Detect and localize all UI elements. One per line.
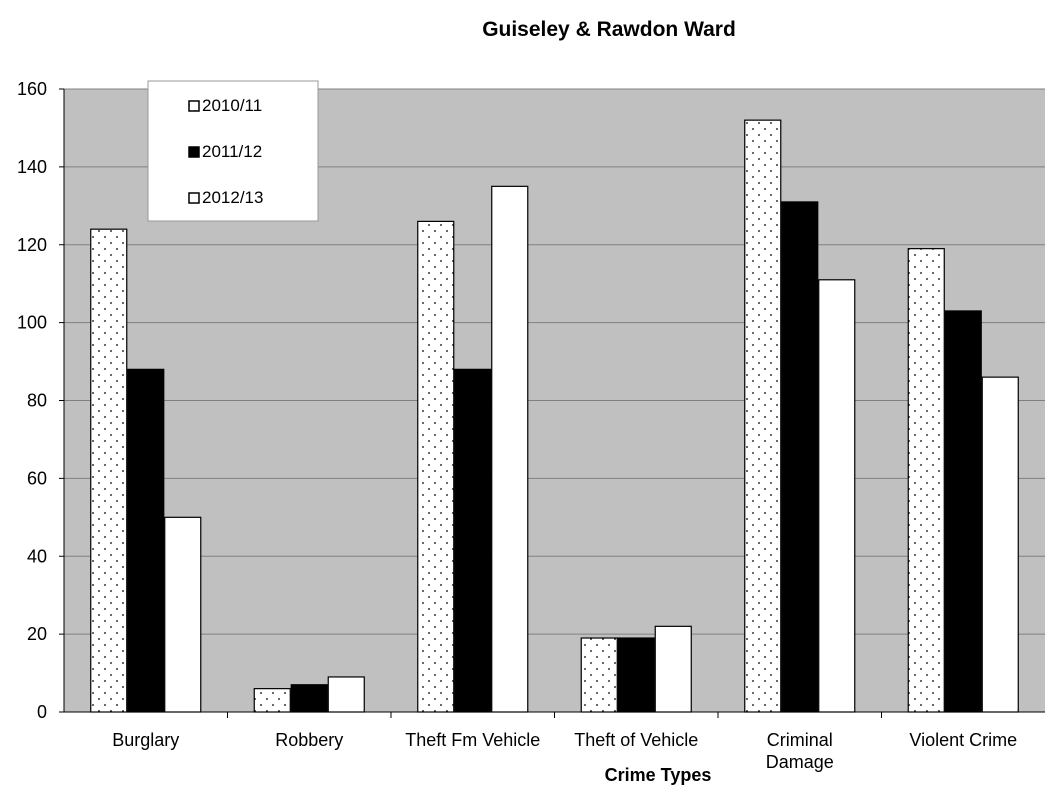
bar-2011-12-3	[617, 637, 655, 713]
bar-2011-12-2	[454, 368, 492, 713]
bar-2010-11-5	[907, 248, 945, 713]
bar-2012-13-4	[818, 279, 856, 713]
legend-box	[147, 80, 319, 222]
bar-2012-13-5	[981, 376, 1019, 713]
bar-2011-12-1	[290, 684, 328, 713]
bar-2012-13-3	[654, 625, 692, 713]
bar-2011-12-4	[781, 201, 819, 713]
x-category-label: Theft Fm Vehicle	[405, 730, 540, 750]
bar-2012-13-0	[164, 516, 202, 713]
bar-2010-11-0	[90, 228, 128, 713]
bar-2011-12-0	[127, 368, 165, 713]
bar-2010-11-3	[580, 637, 618, 713]
x-category-label: Violent Crime	[909, 730, 1017, 750]
x-category-label: Damage	[766, 752, 834, 772]
y-tick-label: 80	[27, 391, 47, 411]
y-tick-label: 40	[27, 546, 47, 566]
bar-2010-11-4	[744, 119, 782, 713]
y-tick-label: 160	[17, 79, 47, 99]
y-tick-label: 140	[17, 157, 47, 177]
legend-label-3: 2012/13	[202, 188, 263, 207]
y-tick-label: 120	[17, 235, 47, 255]
x-category-label: Theft of Vehicle	[574, 730, 698, 750]
legend: 2010/11 2011/12 2012/13	[147, 80, 319, 222]
legend-label-2: 2011/12	[202, 142, 262, 161]
y-tick-label: 0	[37, 702, 47, 722]
y-tick-label: 60	[27, 468, 47, 488]
legend-swatch-2	[188, 146, 200, 158]
bar-2010-11-2	[417, 220, 455, 713]
x-category-label: Robbery	[275, 730, 343, 750]
bar-2010-11-1	[253, 688, 291, 713]
x-category-label: Burglary	[112, 730, 179, 750]
x-axis-label: Crime Types	[605, 765, 712, 785]
chart-title: Guiseley & Rawdon Ward	[482, 18, 736, 41]
bar-2012-13-1	[327, 676, 365, 713]
legend-swatch-1	[188, 100, 200, 112]
bar-2012-13-2	[491, 185, 529, 713]
y-tick-label: 100	[17, 313, 47, 333]
y-tick-label: 20	[27, 624, 47, 644]
legend-swatch-3	[188, 192, 200, 204]
bar-2011-12-5	[944, 310, 982, 713]
legend-label-1: 2010/11	[202, 96, 262, 115]
x-category-label: Criminal	[767, 730, 833, 750]
